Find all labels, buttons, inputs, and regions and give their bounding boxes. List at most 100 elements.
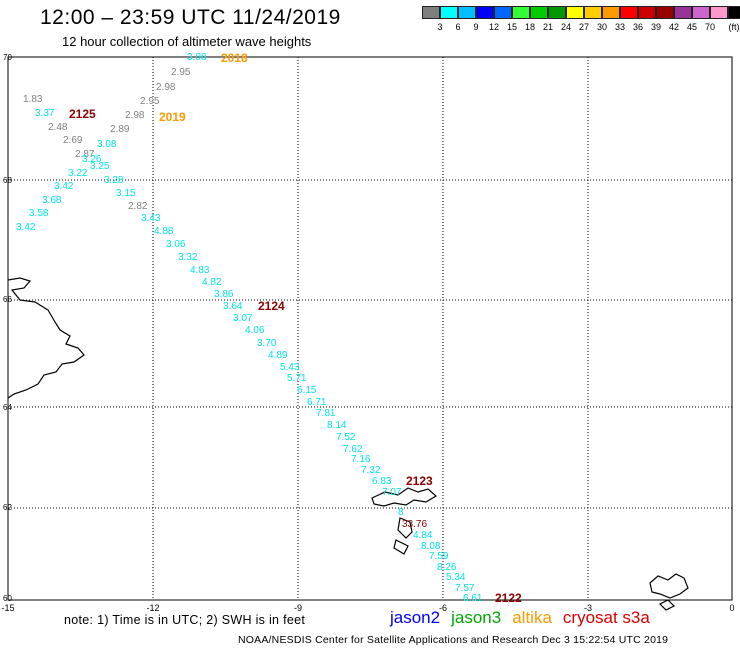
- wave-height-value: 3.86: [214, 289, 234, 300]
- x-tick-label: -6: [439, 603, 447, 613]
- wave-height-value: 3.68: [42, 195, 62, 206]
- color-swatch: [584, 6, 602, 19]
- wave-height-value: 1.83: [23, 94, 43, 105]
- wave-height-value: 3.26: [82, 154, 102, 165]
- y-tick-label: 64: [3, 403, 12, 412]
- wave-height-value: 2.98: [125, 110, 145, 121]
- wave-height-value: 3.32: [178, 252, 198, 263]
- wave-height-value: 6.71: [307, 397, 327, 408]
- color-scale-label: 18: [524, 22, 536, 32]
- coastline-faroe: [371, 487, 438, 555]
- color-swatch: [548, 6, 566, 19]
- color-swatch: [656, 6, 674, 19]
- color-swatch: [422, 6, 440, 19]
- wave-height-value: 7.59: [429, 551, 449, 562]
- wave-height-value: 6.61: [463, 593, 483, 604]
- wave-height-value: 7.32: [361, 465, 381, 476]
- color-swatch: [458, 6, 476, 19]
- pass-id: 2124: [258, 299, 285, 313]
- wave-height-labels: 3.08 2.95 2.98 1.83 2.95 3.37 2.98 2.48 2.89 2.69…: [16, 52, 483, 604]
- color-scale-label: 6: [455, 22, 461, 32]
- color-scale-label: (ft): [728, 22, 740, 32]
- wave-height-value: 4.88: [154, 226, 174, 237]
- wave-height-value: 7.16: [351, 454, 371, 465]
- wave-height-value: 2.89: [110, 124, 130, 135]
- x-tick-label: -9: [294, 603, 302, 613]
- wave-height-value: 3.08: [187, 52, 207, 63]
- color-swatch: [512, 6, 530, 19]
- wave-height-value: 5.34: [446, 572, 466, 583]
- map-grid: [7, 56, 733, 601]
- color-scale-label: 36: [632, 22, 644, 32]
- y-tick-label: 66: [3, 295, 12, 304]
- wave-height-value: 2.87: [75, 149, 95, 160]
- wave-height-value: 3.43: [141, 213, 161, 224]
- coastline-greenland: [7, 277, 85, 399]
- wave-height-value: 4.82: [202, 277, 222, 288]
- wave-height-value: 2.69: [63, 135, 83, 146]
- x-tick-label: -15: [1, 603, 14, 613]
- legend-cryosat-s3a: cryosat s3a: [562, 608, 650, 627]
- wave-height-value: 2.48: [48, 122, 68, 133]
- wave-height-value: 3.70: [257, 338, 277, 349]
- wave-height-value: 8.14: [327, 420, 347, 431]
- wave-height-value: 3.22: [68, 168, 88, 179]
- color-scale-label: 33: [614, 22, 626, 32]
- color-scale-bar: [422, 6, 740, 19]
- satellite-legend: jason2 jason3 altika cryosat s3a: [390, 608, 661, 628]
- wave-height-value: 8: [398, 507, 404, 518]
- y-tick-label: 60: [3, 594, 12, 603]
- color-scale-label: 12: [488, 22, 500, 32]
- color-scale-label: 21: [542, 22, 554, 32]
- color-swatch: [710, 6, 728, 19]
- wave-height-value: 3.06: [166, 239, 186, 250]
- wave-height-value: 6.83: [372, 476, 392, 487]
- wave-height-value: 4.06: [245, 325, 265, 336]
- wave-height-value: 8.26: [437, 562, 457, 573]
- wave-height-value: 3.07: [233, 313, 253, 324]
- color-scale-label: 70: [704, 22, 716, 32]
- wave-height-value: 3.25: [90, 161, 110, 172]
- wave-height-value: 3.37: [35, 108, 55, 119]
- wave-height-value: 7.81: [316, 408, 336, 419]
- wave-height-value: 7.57: [455, 583, 475, 594]
- legend-jason3: jason3: [451, 608, 502, 627]
- color-scale-label: 39: [650, 22, 662, 32]
- faroe-island-south: [393, 539, 409, 555]
- wave-height-value: 3.08: [97, 139, 117, 150]
- legend-altika: altika: [512, 608, 552, 627]
- color-scale-labels: 3 6 9 12 15 18 21 24 27 30 33 36 39 42 45 70 (ft): [422, 22, 740, 34]
- pass-id: 2125: [69, 107, 96, 121]
- pass-id: 2019: [159, 110, 186, 124]
- y-tick-label: 68: [3, 176, 12, 185]
- wave-height-value: 5.43: [280, 362, 300, 373]
- wave-height-value: 3.15: [116, 188, 136, 199]
- color-swatch: [602, 6, 620, 19]
- wave-height-value: 7.62: [343, 444, 363, 455]
- footer-credit: NOAA/NESDIS Center for Satellite Applica…: [238, 634, 669, 646]
- wave-height-value: 4.84: [413, 530, 433, 541]
- legend-jason2: jason2: [390, 608, 441, 627]
- color-swatch: [476, 6, 494, 19]
- wave-height-value: 3.58: [29, 208, 49, 219]
- color-swatch: [566, 6, 584, 19]
- pass-id: 2122: [495, 591, 522, 605]
- shetland-islet: [658, 599, 676, 611]
- color-scale-label: 27: [578, 22, 590, 32]
- color-scale-label: 45: [686, 22, 698, 32]
- color-swatch: [440, 6, 458, 19]
- wave-height-value: 3.28: [104, 175, 124, 186]
- wave-height-value: 2.95: [171, 67, 191, 78]
- color-scale-label: 9: [473, 22, 479, 32]
- wave-height-value: 2.98: [156, 82, 176, 93]
- color-swatch: [494, 6, 512, 19]
- wave-height-value: 8.08: [421, 541, 441, 552]
- wave-height-value: 7.07: [382, 487, 402, 498]
- page-subtitle: 12 hour collection of altimeter wave hei…: [62, 34, 312, 49]
- faroe-island-mid: [397, 517, 413, 539]
- color-swatch: [728, 6, 740, 19]
- wave-height-value: 33.76: [402, 519, 427, 530]
- wave-height-value: 3.42: [54, 181, 74, 192]
- wave-height-value: 7.52: [336, 432, 356, 443]
- x-tick-label: -3: [584, 603, 592, 613]
